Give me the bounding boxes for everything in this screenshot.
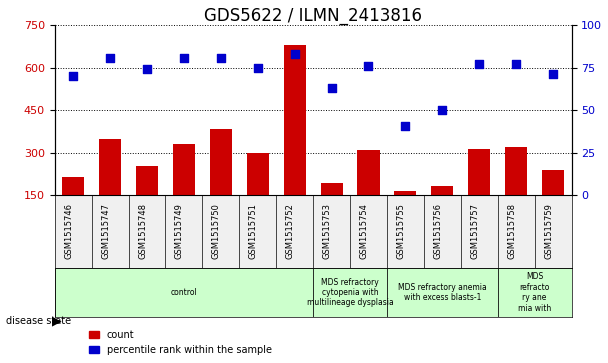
Bar: [505, 147, 527, 195]
Bar: [468, 149, 490, 195]
Point: [290, 51, 300, 57]
FancyBboxPatch shape: [498, 268, 572, 317]
Text: GSM1515746: GSM1515746: [64, 203, 73, 259]
Point: [548, 71, 558, 77]
Text: GSM1515751: GSM1515751: [249, 203, 258, 258]
Point: [105, 55, 115, 61]
Text: control: control: [171, 288, 197, 297]
Bar: [320, 183, 343, 195]
Bar: [542, 170, 564, 195]
Bar: [395, 191, 416, 195]
Text: ▶: ▶: [52, 315, 61, 328]
Point: [474, 61, 484, 66]
Text: GSM1515757: GSM1515757: [470, 203, 479, 259]
Point: [179, 55, 188, 61]
Text: GSM1515753: GSM1515753: [323, 203, 331, 259]
Text: GSM1515754: GSM1515754: [359, 203, 368, 258]
Text: GSM1515750: GSM1515750: [212, 203, 221, 258]
Bar: [283, 45, 306, 195]
FancyBboxPatch shape: [55, 268, 313, 317]
Bar: [173, 144, 195, 195]
Point: [364, 64, 373, 69]
Title: GDS5622 / ILMN_2413816: GDS5622 / ILMN_2413816: [204, 7, 422, 25]
Text: GSM1515749: GSM1515749: [175, 203, 184, 258]
Text: GSM1515752: GSM1515752: [286, 203, 295, 258]
Legend: count, percentile rank within the sample: count, percentile rank within the sample: [85, 326, 275, 359]
Point: [216, 55, 226, 61]
Bar: [210, 129, 232, 195]
Text: GSM1515758: GSM1515758: [507, 203, 516, 259]
Point: [326, 85, 336, 91]
FancyBboxPatch shape: [313, 268, 387, 317]
Bar: [99, 139, 121, 195]
Text: MDS
refracto
ry ane
mia with: MDS refracto ry ane mia with: [518, 273, 551, 313]
Text: GSM1515755: GSM1515755: [396, 203, 406, 258]
Text: MDS refractory anemia
with excess blasts-1: MDS refractory anemia with excess blasts…: [398, 283, 486, 302]
Bar: [431, 185, 454, 195]
Point: [437, 107, 447, 113]
Text: MDS refractory
cytopenia with
multilineage dysplasia: MDS refractory cytopenia with multilinea…: [306, 278, 393, 307]
Bar: [358, 150, 379, 195]
Bar: [247, 153, 269, 195]
Text: GSM1515747: GSM1515747: [101, 203, 110, 259]
FancyBboxPatch shape: [387, 268, 498, 317]
Bar: [62, 177, 85, 195]
Point: [511, 61, 521, 66]
Point: [401, 123, 410, 129]
Text: GSM1515756: GSM1515756: [434, 203, 442, 259]
Point: [142, 66, 152, 72]
Text: disease state: disease state: [6, 316, 71, 326]
Point: [253, 65, 263, 71]
Text: GSM1515759: GSM1515759: [544, 203, 553, 258]
Point: [68, 74, 78, 79]
Bar: [136, 166, 158, 195]
Text: GSM1515748: GSM1515748: [138, 203, 147, 259]
